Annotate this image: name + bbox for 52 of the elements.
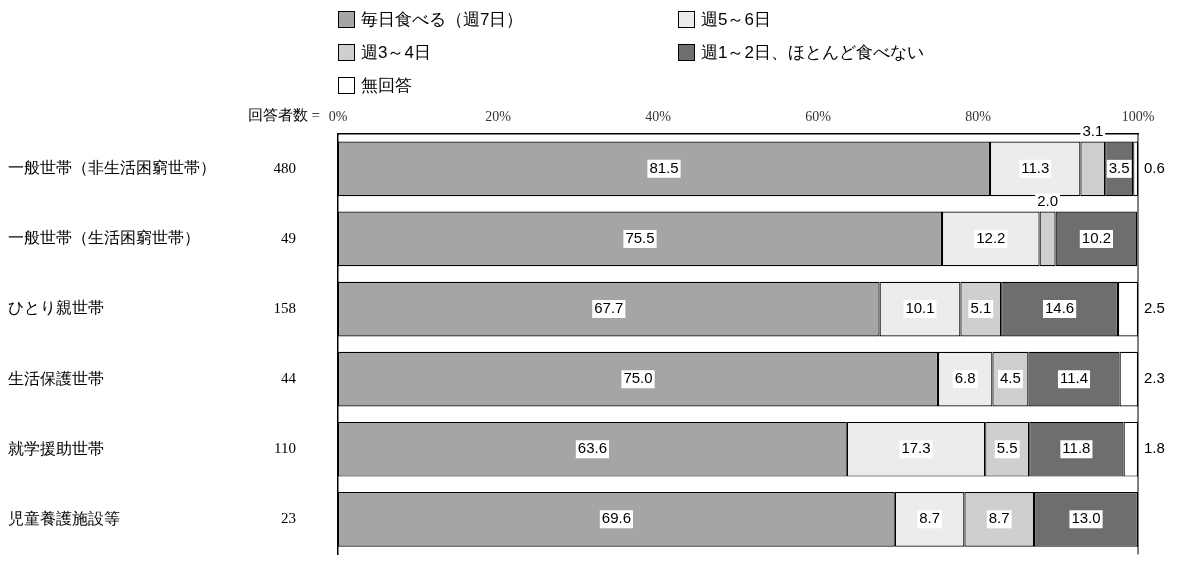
data-label: 75.0 [623,369,653,387]
y-tick-label: 一般世帯（生活困窮世帯） [8,229,200,247]
data-label: 1.8 [1144,439,1165,457]
data-label: 2.5 [1144,299,1165,317]
data-label: 3.5 [1108,158,1130,176]
data-label: 14.6 [1045,299,1075,317]
data-label: 8.7 [919,509,941,527]
x-tick-label: 60% [805,109,832,125]
y-tick-label: 就学援助世帯 [8,439,104,457]
text: 回答者数 = [247,106,320,123]
x-tick-label: 100% [1121,109,1155,125]
data-label: 2.3 [1144,369,1165,387]
text: 44 [281,370,297,387]
data-label: 75.5 [625,229,655,247]
data-label: 69.6 [601,509,631,527]
x-tick-label: 40% [645,109,672,125]
legend-label: 無回答 [361,75,412,97]
x-tick-label: 0% [328,109,348,125]
data-label: 6.8 [954,369,976,387]
data-label: 0.6 [1144,158,1165,176]
data-label: 67.7 [594,299,624,317]
y-tick-label: 児童養護施設等 [8,509,120,527]
y-tick-label: ひとり親世帯 [8,299,104,317]
text: 23 [281,510,296,527]
data-label: 5.1 [970,299,992,317]
y-tick-label: 一般世帯（非生活困窮世帯） [8,159,216,177]
data-label: 2.0 [1037,191,1059,209]
legend-label: 週3～4日 [361,42,431,64]
data-label: 12.2 [976,229,1006,247]
x-tick-label: 80% [965,109,992,125]
text: 49 [281,229,296,246]
data-label: 63.6 [577,439,607,457]
data-label: 5.5 [996,439,1018,457]
legend-label: 毎日食べる（週7日） [361,9,524,31]
data-label: 10.2 [1081,229,1111,247]
data-label: 4.5 [999,369,1021,387]
legend-label: 週5～6日 [701,9,771,31]
data-label: 11.3 [1021,158,1050,176]
text: 110 [274,440,296,457]
text: 480 [273,159,296,176]
data-label: 11.4 [1059,369,1089,387]
legend-label: 週1～2日、ほとんど食べない [701,42,924,64]
data-label: 8.7 [988,509,1010,527]
x-tick-label: 20% [485,109,512,125]
data-label: 11.8 [1062,439,1091,457]
text: 158 [273,299,296,316]
data-label: 81.5 [649,158,679,176]
data-label: 13.0 [1071,509,1101,527]
data-label: 17.3 [901,439,931,457]
y-tick-label: 生活保護世帯 [8,369,104,387]
data-label: 10.1 [905,299,935,317]
data-label: 3.1 [1082,121,1104,139]
